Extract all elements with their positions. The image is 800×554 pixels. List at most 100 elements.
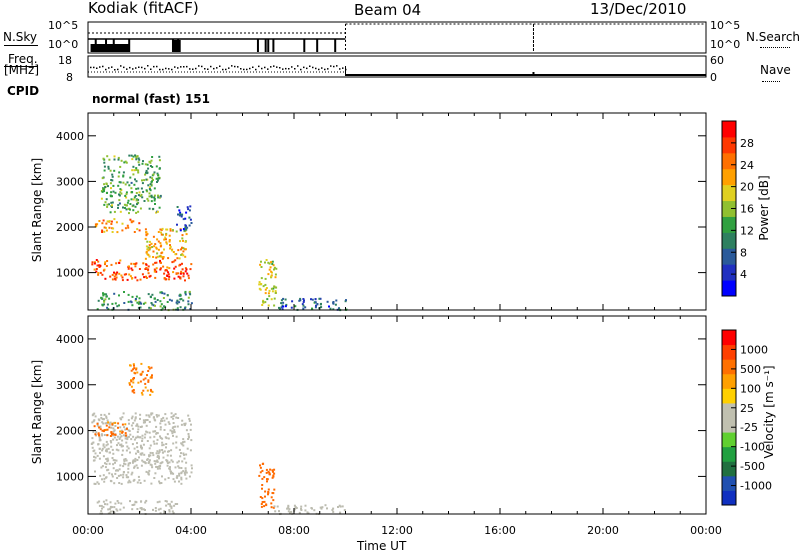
freq-tick-top: 18 (58, 54, 72, 67)
heatmap-cell (105, 499, 108, 502)
freq-point (309, 65, 311, 67)
heatmap-cell (123, 291, 125, 293)
colorbar-swatch (722, 373, 736, 389)
heatmap-cell (180, 482, 183, 485)
heatmap-cell (109, 506, 112, 509)
heatmap-cell (154, 261, 157, 264)
heatmap-cell (101, 222, 104, 225)
heatmap-cell (116, 435, 119, 438)
heatmap-cell (183, 457, 186, 460)
freq-point (225, 68, 227, 71)
heatmap-cell (343, 509, 346, 512)
heatmap-cell (148, 469, 151, 472)
heatmap-cell (129, 218, 132, 221)
heatmap-cell (147, 370, 150, 372)
heatmap-cell (183, 229, 186, 232)
heatmap-cell (148, 240, 151, 243)
heatmap-cell (189, 428, 192, 431)
heatmap-cell (159, 242, 162, 245)
heatmap-cell (280, 302, 283, 305)
heatmap-cell (274, 290, 277, 293)
heatmap-cell (174, 265, 177, 268)
heatmap-cell (124, 207, 126, 209)
y-tick-label: 1000 (56, 470, 84, 483)
heatmap-cell (153, 199, 156, 202)
heatmap-cell (136, 424, 139, 427)
heatmap-cell (124, 183, 127, 186)
heatmap-cell (150, 390, 153, 393)
heatmap-cell (181, 237, 184, 240)
colorbar-swatch (722, 475, 736, 491)
heatmap-cell (95, 270, 98, 273)
heatmap-cell (149, 189, 152, 192)
heatmap-cell (270, 496, 273, 499)
freq-point (144, 67, 146, 70)
heatmap-cell (141, 459, 144, 462)
heatmap-cell (144, 228, 147, 231)
heatmap-cell (266, 480, 268, 483)
heatmap-cell (133, 460, 136, 463)
heatmap-cell (304, 509, 307, 512)
heatmap-cell (91, 414, 94, 417)
heatmap-cell (103, 303, 105, 306)
heatmap-cell (176, 299, 179, 302)
heatmap-cell (149, 176, 152, 179)
heatmap-cell (114, 421, 117, 424)
heatmap-cell (188, 209, 191, 212)
heatmap-cell (156, 181, 158, 183)
heatmap-cell (111, 302, 114, 305)
heatmap-cell (102, 219, 105, 222)
heatmap-cell (144, 382, 147, 385)
freq-point (282, 68, 284, 70)
heatmap-cell (185, 461, 188, 464)
heatmap-cell (121, 276, 124, 279)
heatmap-cell (147, 246, 150, 249)
heatmap-cell (148, 186, 151, 189)
heatmap-cell (172, 442, 175, 445)
heatmap-cell (133, 465, 136, 468)
heatmap-cell (125, 459, 128, 462)
heatmap-cell (145, 250, 148, 253)
heatmap-cell (182, 444, 185, 447)
heatmap-cell (106, 155, 109, 158)
heatmap-cell (150, 413, 153, 416)
heatmap-cell (109, 511, 112, 514)
heatmap-cell (313, 509, 316, 512)
heatmap-cell (124, 194, 127, 197)
heatmap-cell (299, 297, 302, 300)
heatmap-cell (144, 257, 147, 260)
heatmap-cell (137, 157, 140, 160)
heatmap-cell (140, 187, 143, 190)
heatmap-cell (261, 469, 264, 472)
heatmap-cell (98, 439, 101, 442)
heatmap-cell (139, 444, 142, 447)
heatmap-cell (152, 440, 155, 443)
heatmap-cell (111, 179, 114, 182)
heatmap-cell (123, 161, 126, 164)
heatmap-cell (142, 302, 145, 305)
heatmap-cell (98, 504, 101, 507)
heatmap-cell (101, 421, 104, 424)
heatmap-cell (158, 482, 161, 485)
colorbar-swatch (722, 152, 736, 170)
heatmap-cell (139, 195, 142, 198)
heatmap-cell (140, 362, 143, 365)
heatmap-cell (105, 293, 108, 296)
heatmap-cell (175, 441, 178, 444)
heatmap-cell (140, 446, 142, 449)
heatmap-cell (93, 268, 96, 271)
heatmap-cell (125, 196, 128, 199)
heatmap-cell (128, 430, 131, 432)
heatmap-cell (127, 467, 130, 470)
freq-point (117, 68, 119, 71)
freq-point (294, 68, 296, 70)
heatmap-cell (146, 248, 149, 251)
heatmap-cell (136, 155, 139, 158)
heatmap-cell (111, 206, 113, 208)
heatmap-cell (190, 423, 192, 426)
heatmap-cell (118, 202, 121, 205)
x-tick-label: 00:00 (72, 524, 104, 537)
heatmap-cell (180, 297, 183, 300)
heatmap-cell (147, 462, 150, 464)
heatmap-cell (272, 287, 275, 290)
